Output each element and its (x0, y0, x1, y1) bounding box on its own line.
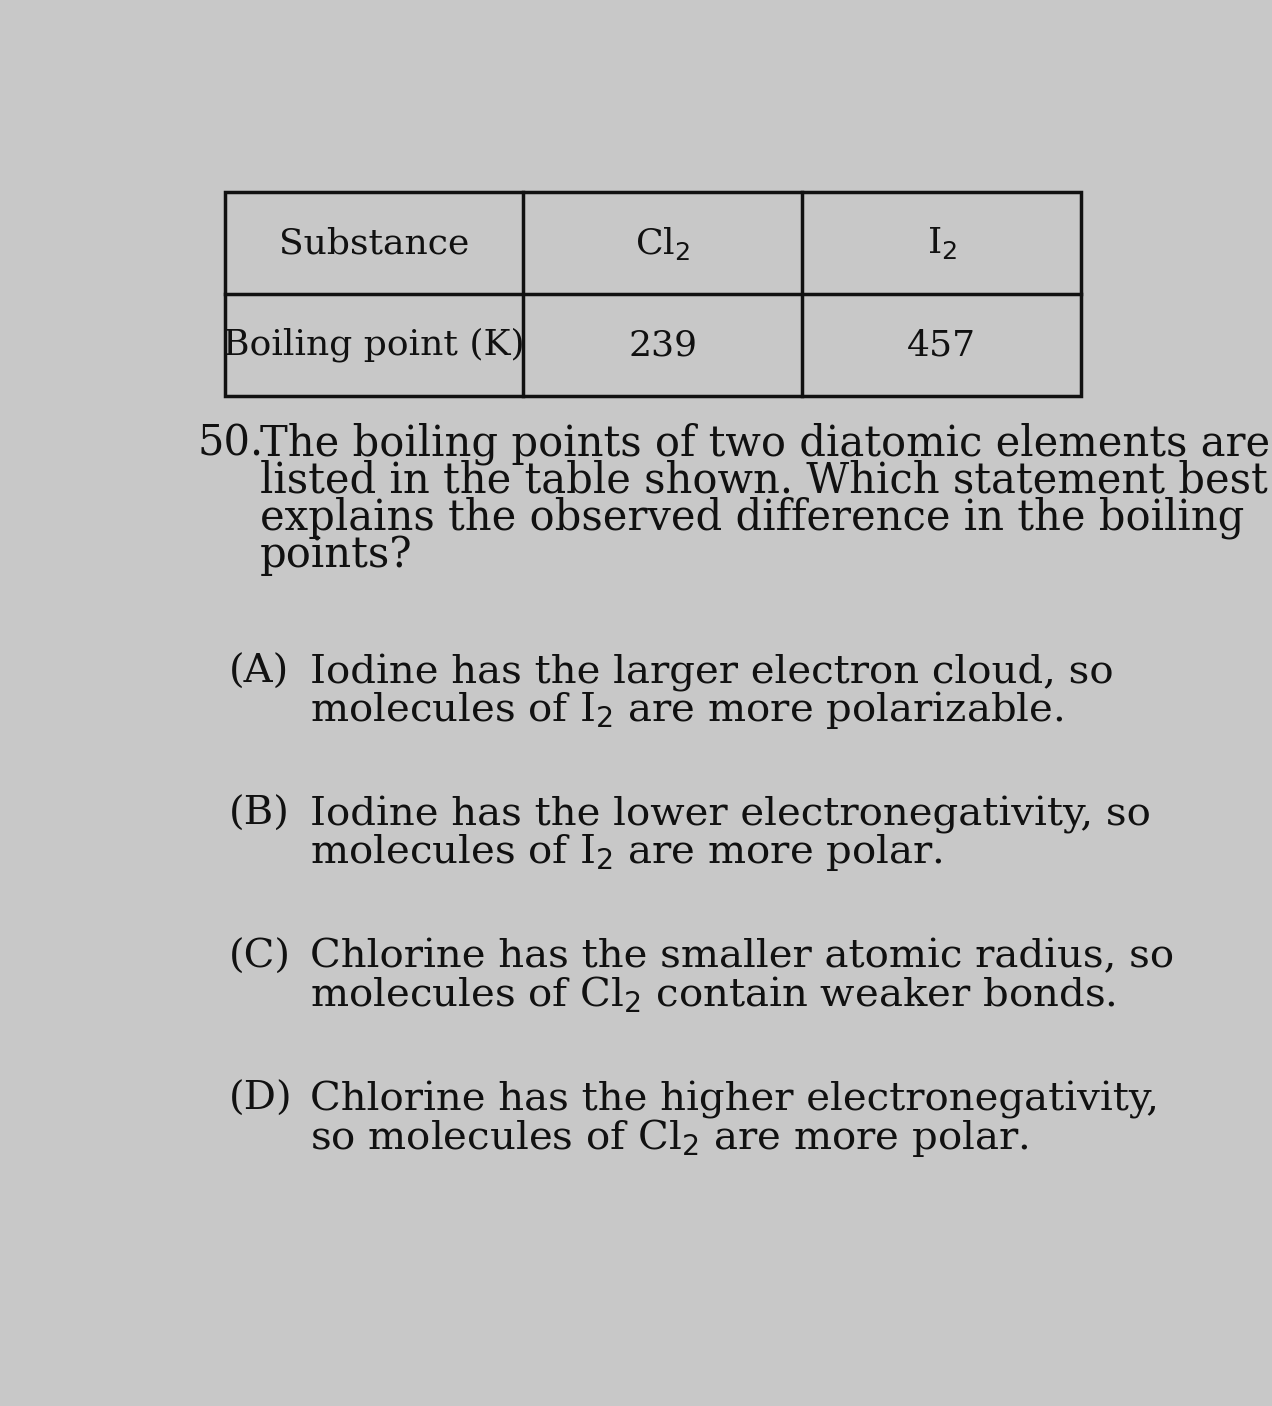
Bar (225, 191, 1081, 396)
Text: 239: 239 (628, 328, 697, 363)
Text: Chlorine has the higher electronegativity,: Chlorine has the higher electronegativit… (310, 1081, 1159, 1119)
Text: (A): (A) (229, 654, 289, 690)
Text: The boiling points of two diatomic elements are: The boiling points of two diatomic eleme… (259, 423, 1269, 465)
Text: 50.: 50. (197, 423, 263, 465)
Text: Cl$_2$: Cl$_2$ (635, 225, 691, 262)
Text: Boiling point (K): Boiling point (K) (224, 328, 525, 363)
Text: Iodine has the lower electronegativity, so: Iodine has the lower electronegativity, … (310, 796, 1151, 834)
Text: 457: 457 (907, 328, 976, 363)
Text: Chlorine has the smaller atomic radius, so: Chlorine has the smaller atomic radius, … (310, 939, 1174, 976)
Text: points?: points? (259, 534, 412, 575)
Text: (B): (B) (229, 796, 290, 834)
Text: (D): (D) (229, 1081, 293, 1118)
Text: Substance: Substance (279, 226, 469, 260)
Text: so molecules of Cl$_2$ are more polar.: so molecules of Cl$_2$ are more polar. (310, 1116, 1029, 1159)
Text: Iodine has the larger electron cloud, so: Iodine has the larger electron cloud, so (310, 654, 1114, 692)
Text: I$_2$: I$_2$ (926, 225, 957, 262)
Text: listed in the table shown. Which statement best: listed in the table shown. Which stateme… (259, 460, 1267, 502)
Text: molecules of I$_2$ are more polar.: molecules of I$_2$ are more polar. (310, 832, 943, 873)
Text: explains the observed difference in the boiling: explains the observed difference in the … (259, 496, 1244, 540)
Text: molecules of Cl$_2$ contain weaker bonds.: molecules of Cl$_2$ contain weaker bonds… (310, 974, 1116, 1015)
Text: (C): (C) (229, 939, 291, 976)
Text: molecules of I$_2$ are more polarizable.: molecules of I$_2$ are more polarizable. (310, 689, 1063, 731)
